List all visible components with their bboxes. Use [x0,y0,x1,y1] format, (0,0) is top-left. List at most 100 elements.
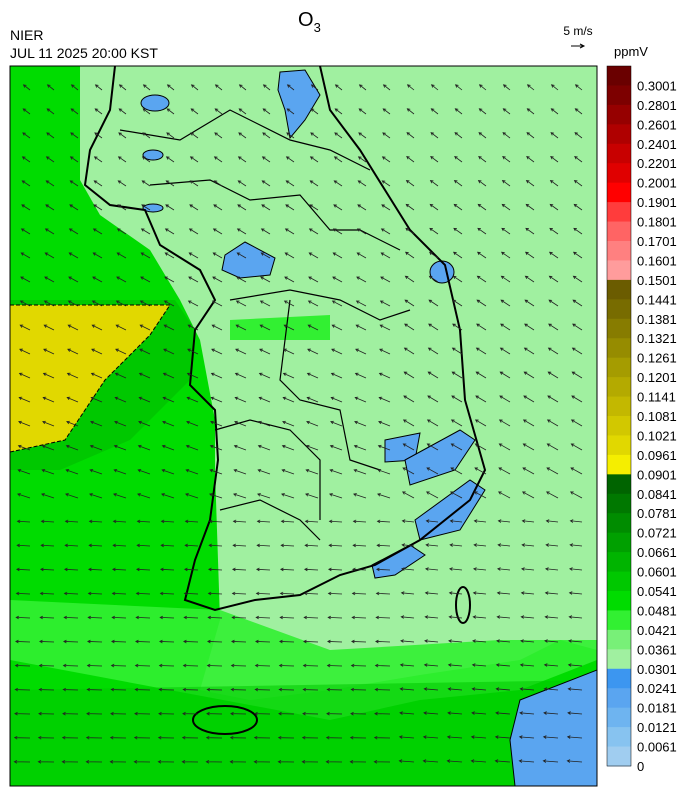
wind-arrow [375,591,391,596]
wind-arrow [45,156,55,163]
colorbar-label: 0.1601 [637,253,677,268]
wind-arrow [520,615,535,619]
wind-arrow [379,324,391,331]
wind-arrow [214,132,223,139]
wind-arrow [92,228,103,235]
wind-arrow [259,348,271,355]
wind-arrow [400,567,415,571]
wind-arrow [353,468,367,475]
wind-arrow [21,156,31,163]
wind-arrow [332,228,343,235]
wind-arrow [141,204,151,211]
wind-arrow [494,759,511,763]
wind-arrow [544,615,559,619]
wind-arrow [500,251,511,259]
wind-arrow [524,275,535,283]
wind-arrow [378,372,391,379]
colorbar-label: 0.1901 [637,195,677,210]
wind-arrow [353,493,367,499]
wind-arrow [377,444,391,451]
wind-arrow [404,251,415,259]
wind-arrow [573,203,583,211]
wind-arrow [478,156,487,163]
wind-arrow [373,759,391,764]
wind-arrow [111,615,127,620]
wind-arrow [546,467,559,475]
wind-arrow [331,348,343,355]
wind-arrow [422,759,439,763]
wind-arrow [39,639,55,644]
wind-arrow [140,228,151,235]
wind-arrow [42,396,55,403]
wind-arrow [333,156,343,163]
wind-arrow [213,204,223,211]
wind-arrow [110,711,127,716]
wind-arrow [521,543,535,547]
wind-arrow [161,468,175,475]
wind-arrow [21,180,31,187]
colorbar-label: 0.0241 [637,681,677,696]
colorbar-segment [607,279,631,300]
colorbar-label: 0.0421 [637,623,677,638]
wind-arrow [162,396,175,403]
wind-arrow [137,493,151,499]
wind-arrow [66,372,79,379]
wind-arrow [399,711,415,715]
wind-arrow [94,132,103,139]
wind-arrow [206,711,223,716]
wind-arrow [209,444,223,451]
wind-arrow [430,84,439,91]
wind-arrow [91,348,103,355]
wind-arrow [474,467,487,475]
wind-arrow [190,132,199,139]
wind-arrow [85,735,103,740]
wind-arrow [92,252,103,259]
wind-arrow [549,227,559,235]
wind-arrow [258,372,271,379]
wind-arrow [547,347,559,355]
wind-arrow [286,108,295,115]
colorbar-label: 0.0841 [637,487,677,502]
wind-arrow [163,348,175,355]
wind-arrow [41,444,55,451]
wind-arrow [498,467,511,475]
wind-arrow [232,519,247,524]
wind-arrow [181,759,199,764]
wind-arrow [286,84,295,91]
wind-arrow [109,759,127,764]
wind-arrow [357,156,367,163]
wind-arrow [190,84,199,91]
wind-arrow [430,108,439,115]
wind-arrow [163,324,175,331]
wind-arrow [497,491,511,499]
wind-arrow [40,543,55,548]
colorbar-label: 0 [637,759,644,774]
wind-arrow [113,493,127,499]
wind-arrow [134,711,151,716]
wind-arrow [135,639,151,644]
wind-arrow [423,687,439,691]
wind-arrow [138,396,151,403]
wind-arrow [354,372,367,379]
wind-arrow [70,132,79,139]
wind-arrow [377,468,391,475]
wind-arrow [166,84,175,91]
wind-arrow [446,735,463,739]
colorbar-segment [607,649,631,670]
wind-arrow [310,108,319,115]
wind-arrow [452,299,463,307]
wind-arrow [524,299,535,307]
wind-arrow [478,108,487,115]
wind-arrow [262,108,271,115]
wind-arrow [521,491,535,499]
wind-arrow [88,543,103,548]
wind-arrow [570,467,583,475]
wind-arrow [86,687,103,692]
wind-arrow [332,252,343,259]
wind-arrow [261,204,271,211]
wind-arrow [306,372,319,379]
wind-arrow [18,372,31,379]
wind-arrow [42,420,55,427]
wind-arrow [281,468,295,475]
colorbar-segment [607,377,631,398]
